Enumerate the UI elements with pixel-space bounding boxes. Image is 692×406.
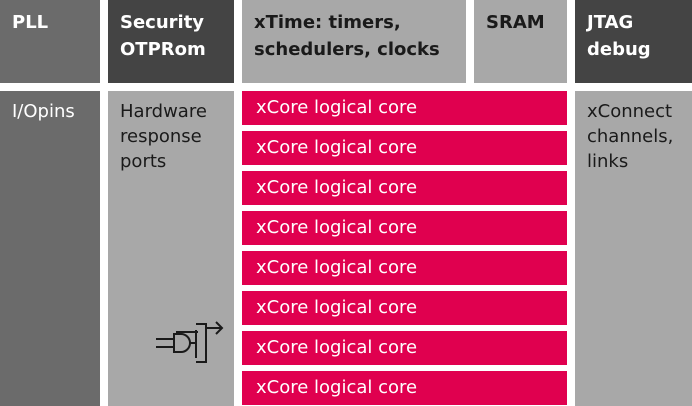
sram-block: SRAM (474, 0, 567, 83)
xcore-logical-core-3: xCore logical core (242, 171, 567, 205)
xcore-logical-core-4: xCore logical core (242, 211, 567, 245)
jtag-debug-label: JTAG debug (587, 12, 651, 60)
jtag-debug-block: JTAG debug (575, 0, 692, 83)
pll-label: PLL (12, 12, 49, 33)
sram-label: SRAM (486, 12, 545, 33)
pll-block: PLL (0, 0, 100, 83)
plug-port-icon (156, 321, 224, 363)
xconnect-block: xConnect channels, links (575, 91, 692, 406)
xtime-block: xTime: timers, schedulers, clocks (242, 0, 466, 83)
xcore-logical-core-6: xCore logical core (242, 291, 567, 325)
xtime-label: xTime: timers, schedulers, clocks (254, 12, 440, 60)
security-otprom-label: Security OTPRom (120, 12, 206, 60)
xcore-logical-core-5: xCore logical core (242, 251, 567, 285)
xconnect-label: xConnect channels, links (587, 101, 674, 172)
security-otprom-block: Security OTPRom (108, 0, 234, 83)
xcore-logical-core-1: xCore logical core (242, 91, 567, 125)
hardware-response-ports-label: Hardware response ports (120, 101, 207, 172)
io-pins-block: I/Opins (0, 91, 100, 406)
hardware-response-ports-block: Hardware response ports (108, 91, 234, 406)
xcore-logical-core-8: xCore logical core (242, 371, 567, 405)
xcore-logical-core-7: xCore logical core (242, 331, 567, 365)
io-pins-label: I/Opins (12, 101, 75, 122)
xcore-logical-core-2: xCore logical core (242, 131, 567, 165)
